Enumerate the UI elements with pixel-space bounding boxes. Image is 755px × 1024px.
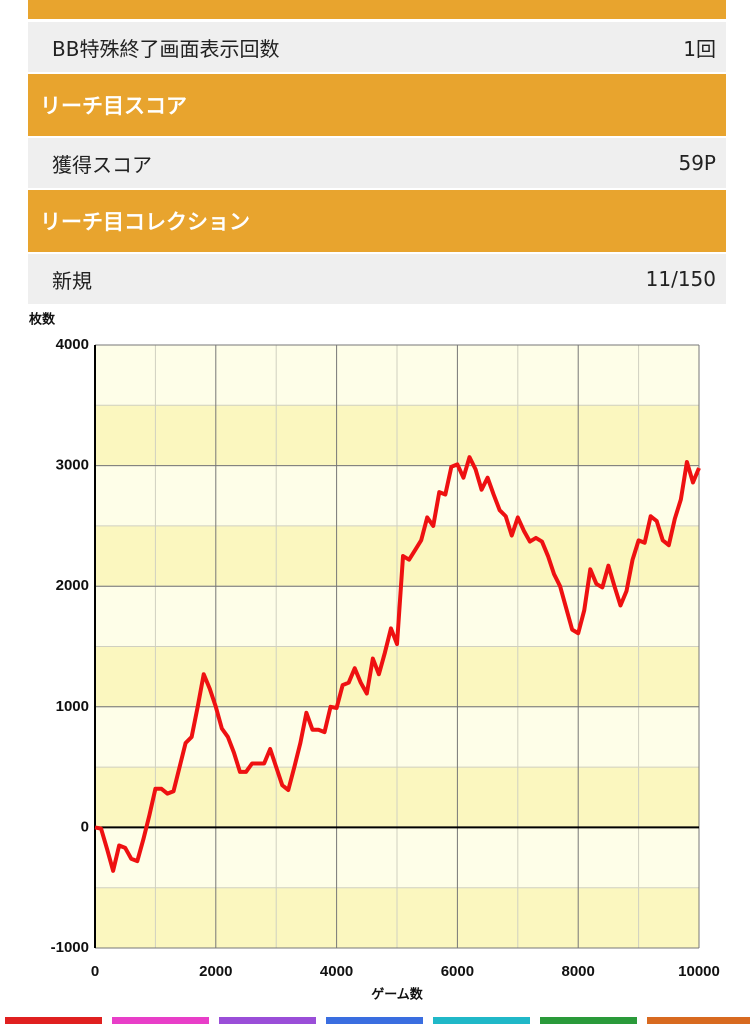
tab[interactable] (5, 1017, 102, 1024)
info-row: 獲得スコア 59P (28, 138, 726, 188)
section-header (28, 0, 726, 19)
x-tick-label: 6000 (441, 963, 474, 980)
row-label: 新規 (52, 268, 92, 293)
section-header: リーチ目スコア (28, 74, 726, 136)
row-value: 59P (678, 151, 716, 175)
y-tick-label: 3000 (56, 457, 89, 474)
x-tick-label: 2000 (199, 963, 232, 980)
tab[interactable] (112, 1017, 209, 1024)
y-tick-label: 4000 (56, 336, 89, 353)
x-tick-label: 0 (91, 963, 99, 980)
info-row: 新規 11/150 (28, 254, 726, 304)
tab[interactable] (647, 1017, 750, 1024)
x-tick-label: 10000 (678, 963, 720, 980)
y-axis-label: 枚数 (29, 311, 56, 326)
x-axis-label: ゲーム数 (371, 986, 424, 1001)
tab[interactable] (326, 1017, 423, 1024)
row-value: 1回 (683, 36, 716, 61)
y-tick-label: -1000 (51, 939, 89, 956)
y-tick-label: 0 (81, 818, 89, 835)
row-value: 11/150 (645, 267, 716, 291)
tab[interactable] (433, 1017, 530, 1024)
tab[interactable] (219, 1017, 316, 1024)
row-label: 獲得スコア (52, 152, 152, 177)
section-header: リーチ目コレクション (28, 190, 726, 252)
x-tick-label: 4000 (320, 963, 353, 980)
y-tick-label: 2000 (56, 577, 89, 594)
row-label: BB特殊終了画面表示回数 (52, 36, 280, 61)
info-row: BB特殊終了画面表示回数 1回 (28, 22, 726, 72)
x-tick-label: 8000 (562, 963, 595, 980)
data-line (94, 455, 701, 873)
y-tick-label: 1000 (56, 698, 89, 715)
tab[interactable] (540, 1017, 637, 1024)
